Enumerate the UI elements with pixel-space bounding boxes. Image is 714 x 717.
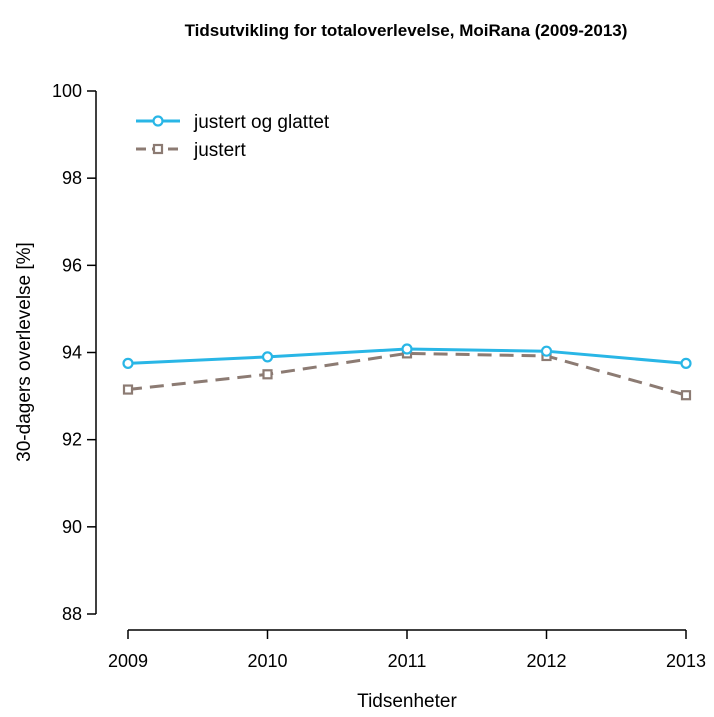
- x-axis: 2009 2010 2011 2012 2013: [108, 629, 706, 671]
- x-tick-label: 2012: [526, 651, 566, 671]
- legend-label-justert: justert: [193, 140, 246, 161]
- data-point-justert-og-glattet: [680, 357, 692, 369]
- legend-item-justert: justert: [136, 140, 246, 161]
- series-line-justert: [127, 351, 687, 397]
- y-axis: 88 90 92 94 96 98 100: [52, 81, 97, 624]
- x-tick-label: 2010: [247, 651, 287, 671]
- legend-marker-symbol: [152, 143, 164, 155]
- chart-title: Tidsutvikling for totaloverlevelse, MoiR…: [185, 21, 628, 40]
- x-tick-label: 2009: [108, 651, 148, 671]
- x-tick-label: 2013: [666, 651, 706, 671]
- data-point-justert-og-glattet: [261, 351, 274, 363]
- series-justert-og-glattet: [122, 343, 692, 369]
- legend-item-justert-og-glattet: justert og glattet: [136, 112, 330, 133]
- y-tick-label: 100: [52, 81, 82, 101]
- legend-label-justert-og-glattet: justert og glattet: [193, 112, 330, 133]
- data-point-justert: [122, 384, 134, 395]
- y-tick-label: 90: [62, 517, 82, 537]
- legend-marker-symbol: [152, 115, 164, 127]
- x-axis-label: Tidsenheter: [357, 691, 457, 712]
- x-tick-label: 2011: [388, 651, 427, 671]
- y-tick-label: 96: [62, 255, 82, 275]
- data-point-justert-og-glattet: [122, 357, 134, 369]
- y-tick-label: 92: [62, 430, 82, 450]
- data-point-justert-og-glattet: [401, 343, 413, 355]
- data-point-justert: [680, 390, 692, 401]
- y-tick-label: 94: [62, 343, 82, 363]
- data-point-justert: [262, 369, 273, 380]
- series-layer: [122, 343, 692, 401]
- y-tick-label: 98: [62, 168, 82, 188]
- legend: justert og glattet justert: [136, 112, 330, 161]
- y-axis-label: 30-dagers overlevelse [%]: [14, 242, 35, 462]
- data-point-justert-og-glattet: [540, 345, 553, 357]
- y-tick-label: 88: [62, 604, 82, 624]
